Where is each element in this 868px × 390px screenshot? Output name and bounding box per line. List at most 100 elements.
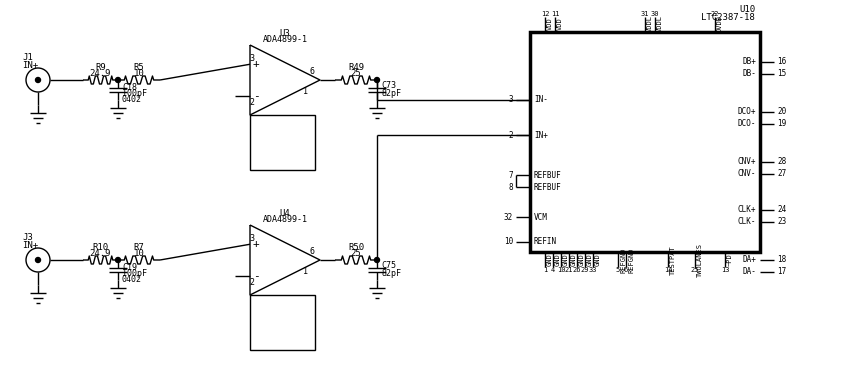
Text: 25: 25 <box>351 69 361 78</box>
Text: U10: U10 <box>739 5 755 14</box>
Text: 82pF: 82pF <box>381 89 401 98</box>
Bar <box>250 115 315 170</box>
Text: VDDL: VDDL <box>647 16 653 32</box>
Text: 1: 1 <box>304 87 308 96</box>
Text: 33: 33 <box>589 267 597 273</box>
Text: VCM: VCM <box>534 213 548 222</box>
Text: REFGND: REFGND <box>620 247 626 273</box>
Text: GND: GND <box>579 254 585 266</box>
Text: 24: 24 <box>777 206 786 214</box>
Text: 25: 25 <box>691 267 700 273</box>
Text: 20: 20 <box>777 108 786 117</box>
Text: GND: GND <box>563 254 569 266</box>
Text: 10: 10 <box>134 69 144 78</box>
Text: 16: 16 <box>777 57 786 67</box>
Text: GND: GND <box>595 254 601 266</box>
Text: REFGND: REFGND <box>628 247 634 273</box>
Text: 13: 13 <box>720 267 729 273</box>
Text: 0402: 0402 <box>122 96 142 105</box>
Text: 10: 10 <box>503 238 513 246</box>
Text: 6: 6 <box>310 248 314 257</box>
Text: DCO-: DCO- <box>738 119 756 128</box>
Text: OVDD: OVDD <box>717 16 723 32</box>
Text: 10: 10 <box>134 250 144 259</box>
Text: J1: J1 <box>22 53 33 62</box>
Text: 14: 14 <box>664 267 672 273</box>
Text: 30: 30 <box>651 11 660 17</box>
Circle shape <box>26 68 50 92</box>
Circle shape <box>115 78 121 83</box>
Text: 23: 23 <box>777 218 786 227</box>
Text: VDD: VDD <box>547 18 553 30</box>
Text: R10: R10 <box>92 243 108 252</box>
Text: IN+: IN+ <box>22 241 38 250</box>
Text: DCO+: DCO+ <box>738 108 756 117</box>
Text: ADA4899-1: ADA4899-1 <box>262 35 307 44</box>
Text: DA-: DA- <box>742 268 756 277</box>
Text: C19: C19 <box>122 264 137 273</box>
Text: ~PD: ~PD <box>727 254 733 266</box>
Text: 32: 32 <box>503 213 513 222</box>
Circle shape <box>374 78 379 83</box>
Circle shape <box>26 248 50 272</box>
Text: GND: GND <box>571 254 577 266</box>
Text: 5: 5 <box>616 267 620 273</box>
Text: 11: 11 <box>551 11 559 17</box>
Text: 3: 3 <box>249 54 254 63</box>
Text: LTC2387-18: LTC2387-18 <box>701 14 755 23</box>
Text: 31: 31 <box>641 11 649 17</box>
Text: GND: GND <box>555 254 561 266</box>
Text: 27: 27 <box>777 170 786 179</box>
Circle shape <box>374 257 379 262</box>
Text: 6: 6 <box>310 67 314 76</box>
Text: TWOLANES: TWOLANES <box>697 243 703 277</box>
Text: 24.9: 24.9 <box>89 250 111 259</box>
Text: 24.9: 24.9 <box>89 69 111 78</box>
Text: 100pF: 100pF <box>122 89 147 99</box>
Text: -: - <box>253 91 260 101</box>
Text: 4: 4 <box>551 267 556 273</box>
Text: R50: R50 <box>348 243 364 252</box>
Text: 82pF: 82pF <box>381 268 401 278</box>
Text: 19: 19 <box>777 119 786 128</box>
Text: 2: 2 <box>249 278 254 287</box>
Text: DB+: DB+ <box>742 57 756 67</box>
Text: +: + <box>253 239 260 249</box>
Text: 2: 2 <box>249 98 254 107</box>
Text: J3: J3 <box>22 234 33 243</box>
Text: -: - <box>253 271 260 281</box>
Text: 21: 21 <box>565 267 573 273</box>
Circle shape <box>36 257 41 262</box>
Circle shape <box>36 78 41 83</box>
Text: 22: 22 <box>711 11 720 17</box>
Text: R5: R5 <box>134 64 144 73</box>
Text: 29: 29 <box>581 267 589 273</box>
Text: U3: U3 <box>279 28 291 37</box>
Text: IN+: IN+ <box>534 131 548 140</box>
Polygon shape <box>250 45 320 115</box>
Text: 2: 2 <box>509 131 513 140</box>
Bar <box>530 32 760 252</box>
Text: IN-: IN- <box>534 96 548 105</box>
Text: 28: 28 <box>777 158 786 167</box>
Text: R7: R7 <box>134 243 144 252</box>
Text: 18: 18 <box>777 255 786 264</box>
Text: +: + <box>253 59 260 69</box>
Text: 8: 8 <box>509 183 513 191</box>
Text: CLK+: CLK+ <box>738 206 756 214</box>
Text: VDDL: VDDL <box>657 16 663 32</box>
Text: 17: 17 <box>777 268 786 277</box>
Text: CLK-: CLK- <box>738 218 756 227</box>
Text: C75: C75 <box>381 262 396 271</box>
Text: CNV+: CNV+ <box>738 158 756 167</box>
Text: C18: C18 <box>122 83 137 92</box>
Text: IN+: IN+ <box>22 62 38 71</box>
Polygon shape <box>250 225 320 295</box>
Text: CNV-: CNV- <box>738 170 756 179</box>
Text: 26: 26 <box>573 267 582 273</box>
Text: 3: 3 <box>509 96 513 105</box>
Text: 0402: 0402 <box>122 275 142 284</box>
Bar <box>250 295 315 350</box>
Text: DA+: DA+ <box>742 255 756 264</box>
Text: DB-: DB- <box>742 69 756 78</box>
